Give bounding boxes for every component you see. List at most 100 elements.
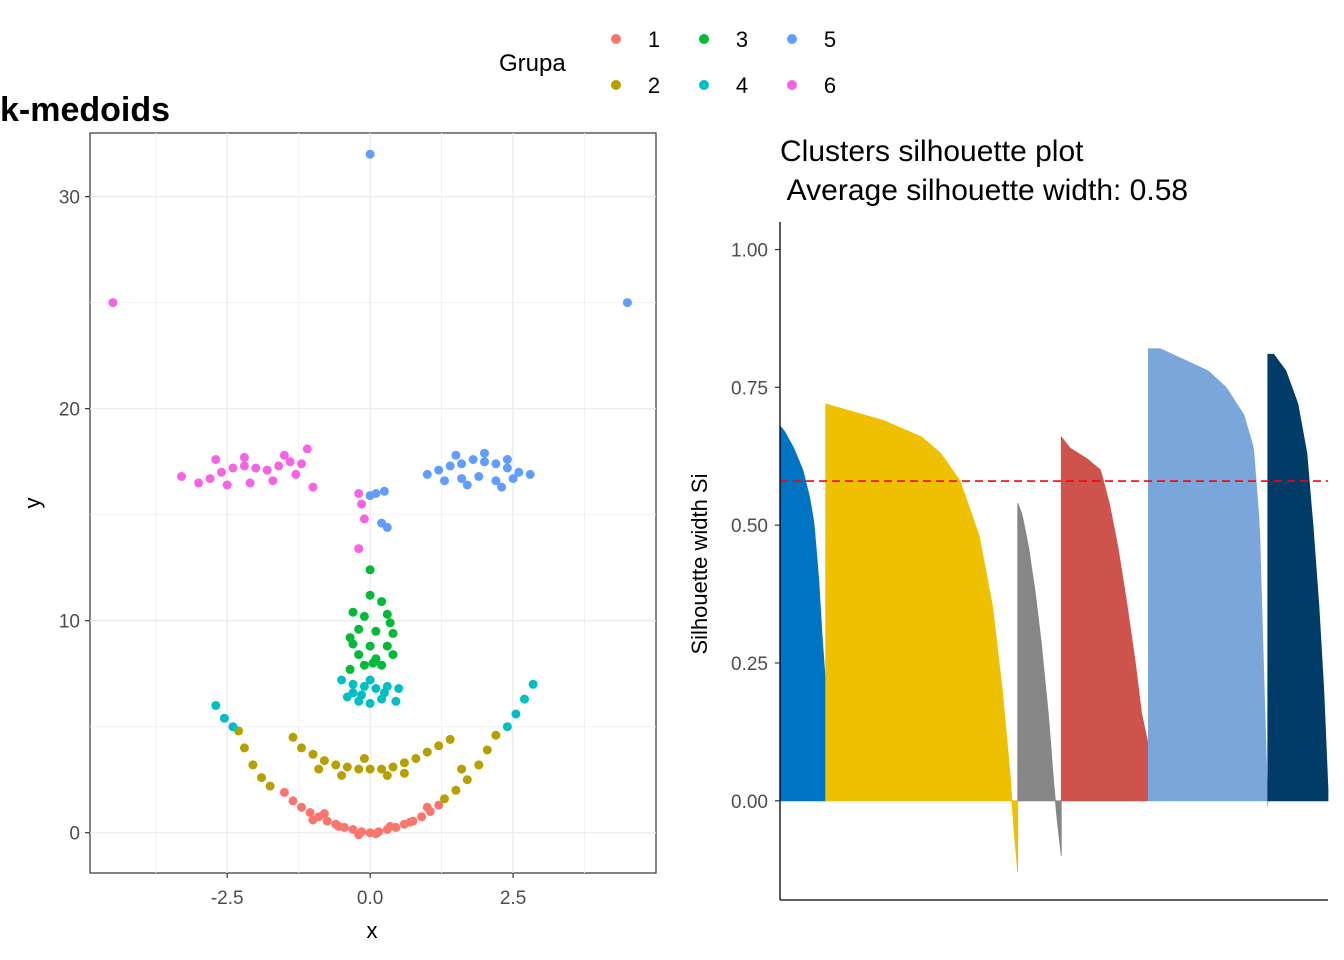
point-group-5 (497, 482, 507, 492)
point-group-6 (239, 461, 249, 471)
point-group-3 (388, 628, 398, 638)
silhouette-title-line-1: Clusters silhouette plot (780, 135, 1084, 168)
silhouette-cluster-4 (1060, 435, 1149, 802)
legend-label-1: 1 (648, 27, 660, 52)
point-group-4 (520, 694, 529, 704)
point-group-2 (359, 754, 369, 763)
point-group-5 (422, 469, 432, 479)
point-group-5 (457, 474, 467, 484)
legend-key-6 (787, 80, 797, 90)
point-group-2 (365, 764, 375, 774)
legend-label-4: 4 (736, 73, 748, 98)
point-group-4 (348, 688, 358, 698)
x-axis-title: x (367, 918, 378, 943)
point-group-5 (622, 298, 632, 308)
point-group-4 (365, 675, 375, 685)
point-group-6 (228, 463, 238, 473)
point-group-2 (308, 749, 318, 759)
point-group-6 (205, 474, 215, 484)
legend-label-6: 6 (824, 73, 836, 98)
point-group-1 (279, 787, 289, 797)
point-group-1 (405, 817, 415, 827)
legend-label-3: 3 (736, 27, 748, 52)
point-group-3 (345, 633, 355, 643)
point-group-2 (462, 775, 472, 785)
point-group-4 (211, 701, 221, 710)
point-group-6 (177, 472, 186, 481)
point-group-3 (377, 597, 387, 607)
point-group-5 (514, 467, 524, 477)
point-group-4 (379, 688, 389, 698)
point-group-2 (411, 754, 421, 763)
legend: Grupa 1 2 3 4 5 6 (499, 27, 836, 98)
point-group-5 (491, 459, 501, 469)
point-group-5 (468, 455, 478, 464)
point-group-1 (354, 830, 364, 840)
point-group-6 (108, 298, 118, 308)
point-group-2 (239, 743, 249, 753)
point-group-4 (371, 684, 381, 693)
point-group-4 (337, 675, 347, 685)
point-group-1 (297, 802, 306, 812)
point-group-3 (348, 607, 358, 617)
point-group-5 (457, 459, 467, 469)
point-group-4 (357, 690, 367, 700)
point-group-2 (491, 730, 501, 740)
point-group-6 (217, 467, 226, 477)
point-group-2 (474, 760, 484, 770)
plot-panel (89, 132, 657, 874)
point-group-6 (279, 450, 289, 460)
kmedoids-chart: k-medoids -2.5 0.0 2.5 0 10 20 30 x y (0, 91, 657, 943)
point-group-5 (508, 474, 518, 484)
point-group-1 (288, 796, 298, 806)
point-group-5 (502, 463, 512, 473)
point-group-2 (388, 762, 398, 772)
silhouette-cluster-5 (1148, 348, 1269, 807)
point-group-4 (348, 679, 358, 689)
point-group-5 (491, 476, 501, 486)
point-group-1 (308, 815, 318, 825)
point-group-2 (434, 741, 444, 751)
point-group-5 (365, 149, 375, 159)
point-group-4 (502, 722, 512, 732)
kmedoids-title: k-medoids (0, 91, 170, 129)
point-group-1 (434, 800, 444, 810)
point-group-5 (445, 461, 455, 471)
point-group-3 (371, 626, 381, 636)
silhouette-y-tick-label: 1.00 (731, 241, 768, 262)
point-group-2 (314, 764, 324, 774)
point-group-3 (359, 660, 369, 670)
point-group-6 (222, 480, 232, 490)
point-group-6 (308, 482, 318, 492)
point-group-6 (285, 457, 295, 467)
y-tick-label: 20 (59, 400, 80, 421)
point-group-5 (462, 480, 472, 490)
point-group-3 (388, 650, 398, 660)
point-group-2 (451, 785, 461, 795)
x-tick-label: 0.0 (357, 888, 383, 909)
silhouette-cluster-3 (1017, 502, 1062, 856)
point-group-3 (345, 664, 355, 674)
point-group-6 (359, 514, 369, 524)
y-axis-title: y (20, 498, 45, 509)
silhouette-cluster-2 (825, 403, 1019, 873)
y-tick-label: 10 (59, 612, 80, 633)
point-group-1 (422, 802, 432, 812)
silhouette-y-tick-label: 0.75 (731, 378, 768, 399)
point-group-2 (354, 764, 364, 774)
point-group-3 (377, 660, 387, 670)
point-group-4 (511, 709, 521, 719)
legend-key-5 (787, 34, 797, 44)
point-group-2 (288, 732, 298, 742)
point-group-2 (248, 760, 258, 770)
point-group-5 (440, 476, 449, 486)
point-group-6 (274, 461, 284, 471)
point-group-2 (377, 764, 387, 774)
point-group-6 (291, 469, 301, 479)
point-group-5 (434, 465, 444, 475)
point-group-1 (348, 825, 358, 834)
point-group-1 (385, 821, 395, 831)
point-group-6 (354, 489, 364, 498)
point-group-2 (337, 771, 347, 780)
